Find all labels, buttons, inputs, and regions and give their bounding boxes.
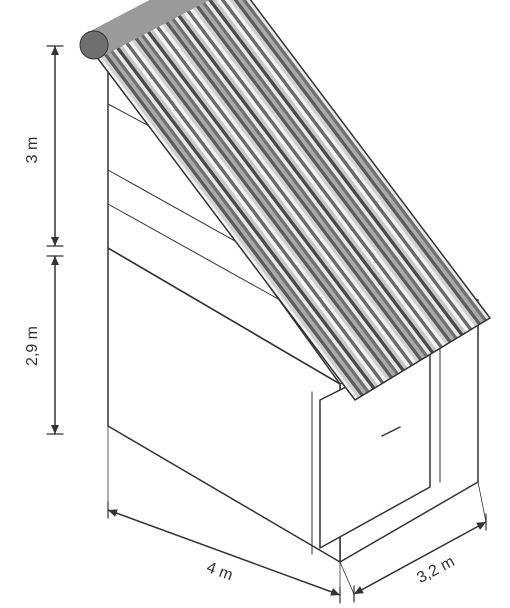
dimension-label: 2,9 m: [24, 326, 41, 366]
dimension-label: 3 m: [24, 137, 41, 164]
shed-diagram: 3 m2,9 m4 m3,2 m: [0, 0, 510, 608]
dimension-label: 4 m: [204, 559, 235, 584]
